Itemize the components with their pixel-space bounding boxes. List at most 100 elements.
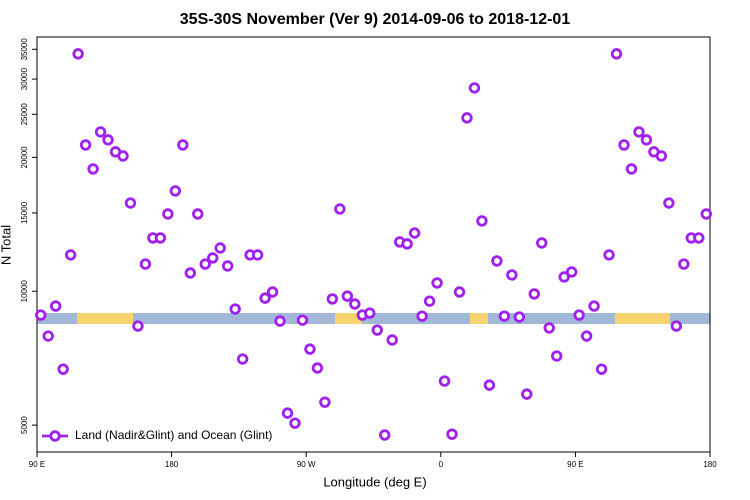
x-tick-label: 90 W bbox=[297, 460, 316, 469]
x-tick-label: 90 E bbox=[567, 460, 583, 469]
data-point bbox=[214, 242, 226, 254]
data-point bbox=[236, 353, 249, 365]
y-tick-label: 5000 bbox=[20, 416, 29, 434]
data-point bbox=[207, 252, 219, 264]
data-point bbox=[580, 330, 593, 342]
y-tick-label: 30000 bbox=[20, 67, 29, 90]
data-point bbox=[132, 320, 144, 332]
data-point bbox=[543, 322, 555, 334]
data-point bbox=[289, 417, 301, 429]
data-point bbox=[162, 208, 174, 220]
x-tick-label: 180 bbox=[703, 460, 717, 469]
data-point bbox=[72, 48, 84, 60]
data-point bbox=[453, 286, 466, 298]
data-point bbox=[386, 334, 398, 346]
land-band bbox=[335, 313, 362, 324]
data-point bbox=[506, 269, 518, 281]
data-point bbox=[618, 139, 630, 151]
data-point bbox=[266, 286, 279, 298]
data-point bbox=[64, 249, 77, 261]
data-point bbox=[625, 163, 638, 175]
data-point bbox=[640, 134, 653, 146]
data-point bbox=[349, 298, 361, 310]
data-point bbox=[154, 232, 167, 244]
y-tick-label: 20000 bbox=[20, 146, 29, 169]
data-point bbox=[259, 292, 271, 304]
data-point bbox=[251, 249, 264, 261]
data-point bbox=[281, 407, 294, 419]
data-point bbox=[311, 362, 324, 374]
data-point bbox=[513, 311, 526, 323]
land-band bbox=[77, 313, 133, 324]
data-point bbox=[274, 315, 286, 327]
data-point bbox=[408, 227, 421, 239]
y-axis-label: N Total bbox=[0, 225, 13, 265]
data-point bbox=[192, 208, 204, 220]
data-point bbox=[461, 112, 473, 124]
data-point bbox=[35, 309, 47, 321]
data-point bbox=[700, 208, 712, 220]
data-point bbox=[663, 197, 675, 209]
data-point bbox=[341, 290, 354, 302]
data-point bbox=[319, 396, 331, 408]
data-point bbox=[565, 266, 578, 278]
data-point bbox=[326, 293, 339, 305]
data-point bbox=[521, 388, 533, 400]
data-point bbox=[670, 320, 683, 332]
data-point bbox=[57, 363, 69, 375]
x-tick-label: 180 bbox=[165, 460, 179, 469]
data-point bbox=[573, 309, 585, 321]
data-point bbox=[94, 126, 107, 138]
data-point bbox=[139, 258, 152, 270]
data-point bbox=[633, 126, 645, 138]
data-point bbox=[678, 258, 690, 270]
data-point bbox=[468, 82, 481, 94]
data-point bbox=[117, 150, 129, 162]
land-ocean-band bbox=[37, 313, 710, 324]
data-point bbox=[87, 163, 99, 175]
data-point bbox=[49, 300, 62, 312]
data-point bbox=[423, 295, 436, 307]
y-tick-label: 25000 bbox=[20, 103, 29, 126]
x-axis-label: Longitude (deg E) bbox=[323, 474, 426, 489]
legend-marker bbox=[49, 430, 61, 442]
data-point bbox=[438, 375, 451, 387]
plot-frame bbox=[36, 36, 711, 453]
data-point bbox=[610, 48, 623, 60]
data-point bbox=[124, 197, 137, 209]
data-point bbox=[169, 185, 182, 197]
x-tick-label: 90 E bbox=[29, 460, 45, 469]
data-point bbox=[693, 232, 705, 244]
data-point bbox=[446, 428, 458, 440]
legend-label: Land (Nadir&Glint) and Ocean (Glint) bbox=[75, 428, 272, 442]
data-point bbox=[551, 350, 563, 362]
ocean-band bbox=[37, 313, 710, 324]
y-tick-label: 35000 bbox=[20, 38, 29, 61]
x-tick-label: 0 bbox=[439, 460, 444, 469]
data-point bbox=[416, 310, 428, 322]
data-point bbox=[491, 255, 503, 267]
data-point bbox=[334, 203, 346, 215]
data-point bbox=[476, 215, 488, 227]
data-point bbox=[42, 330, 54, 342]
chart-title: 35S-30S November (Ver 9) 2014-09-06 to 2… bbox=[180, 11, 571, 28]
data-point bbox=[229, 303, 241, 315]
data-point bbox=[296, 314, 309, 326]
data-point bbox=[603, 249, 615, 261]
data-point bbox=[483, 379, 496, 391]
data-point bbox=[79, 139, 92, 151]
data-point bbox=[371, 324, 383, 336]
data-point bbox=[595, 363, 608, 375]
data-point bbox=[498, 310, 511, 322]
data-point bbox=[528, 288, 540, 300]
data-point bbox=[536, 237, 548, 249]
data-point bbox=[655, 150, 668, 162]
data-point bbox=[199, 258, 211, 270]
data-point bbox=[102, 134, 114, 146]
data-point bbox=[304, 343, 316, 355]
data-point bbox=[588, 300, 600, 312]
y-tick-label: 15000 bbox=[20, 201, 29, 224]
data-point bbox=[431, 277, 443, 289]
y-tick-label: 10000 bbox=[20, 280, 29, 303]
